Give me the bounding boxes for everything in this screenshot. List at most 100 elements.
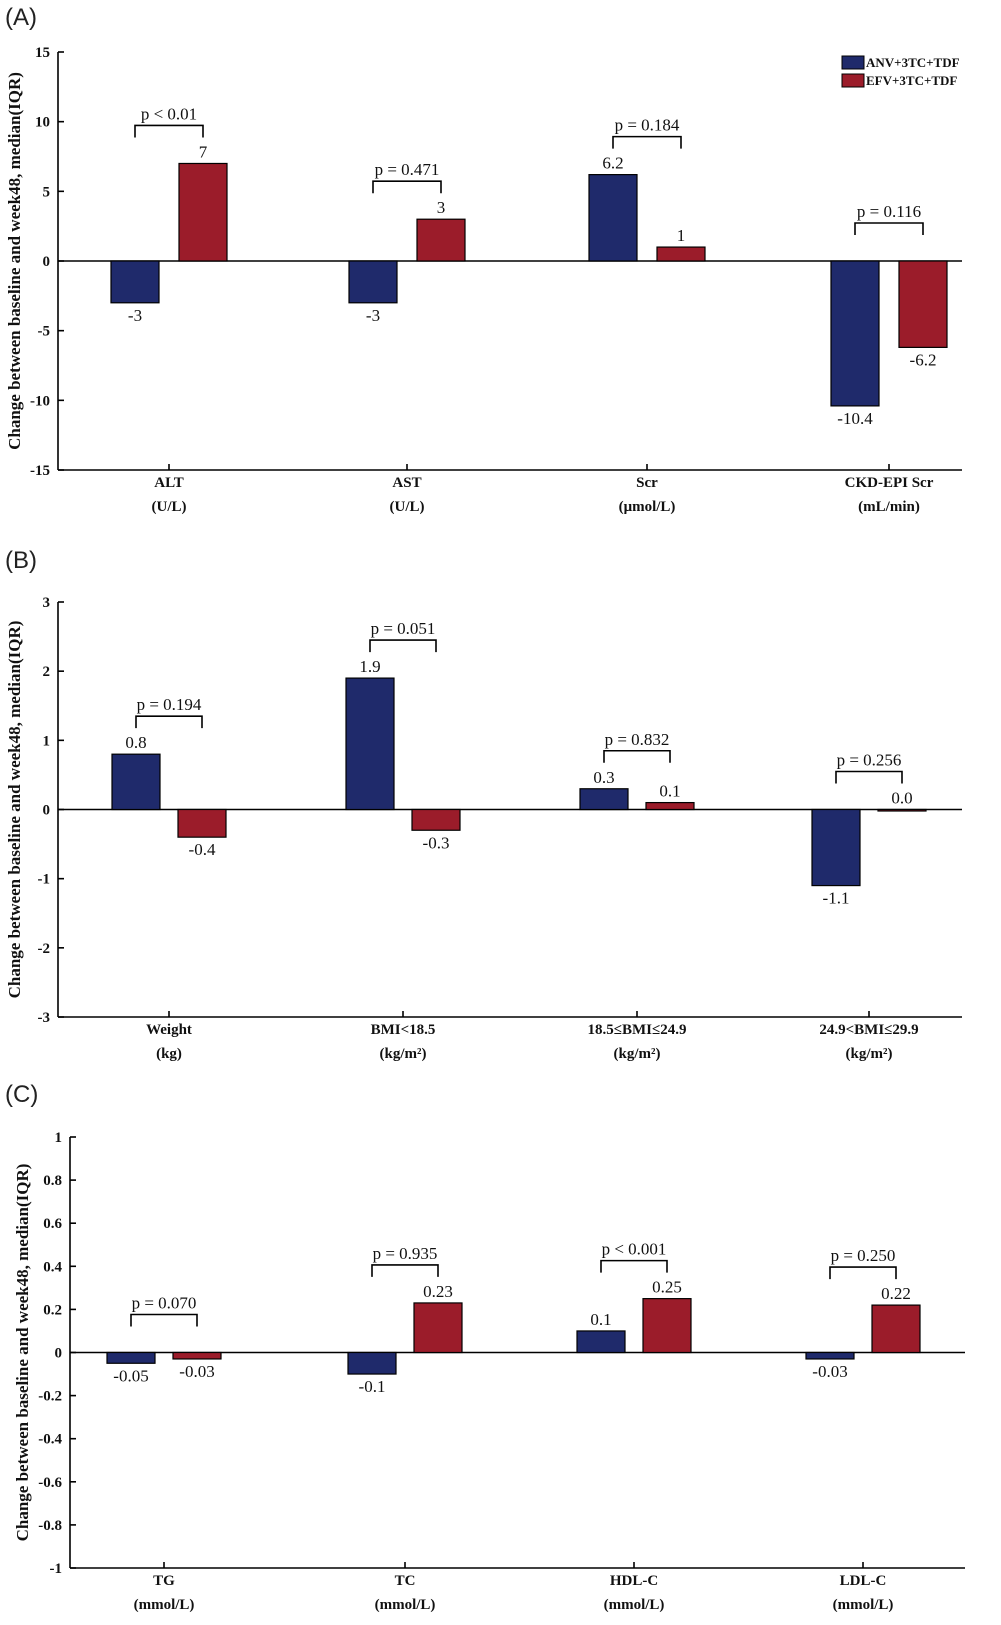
data-label: -0.3: [423, 833, 450, 852]
data-label: 7: [199, 142, 208, 161]
data-label: 0.3: [593, 768, 614, 787]
significance-bracket: [135, 715, 203, 729]
category-unit: (mmol/L): [604, 1597, 665, 1613]
bar: [588, 174, 638, 262]
data-label: -0.1: [359, 1377, 386, 1396]
y-tick-label: -0.6: [38, 1475, 62, 1491]
bar: [345, 677, 395, 811]
category-label: TC: [395, 1573, 416, 1589]
y-axis-label: Change between baseline and week48, medi…: [13, 1164, 32, 1542]
category-unit: (kg): [156, 1046, 182, 1062]
bar: [347, 1351, 397, 1375]
chart-panel-b: (B) 3 2 1 0 -1 -2 -3 Change between baseline and…: [5, 547, 962, 1062]
legend-swatch: [841, 73, 865, 88]
category-unit: (μmol/L): [619, 499, 676, 515]
bar: [576, 1330, 626, 1354]
y-tick-label: 0.4: [43, 1259, 62, 1275]
category-unit: (mL/min): [858, 499, 920, 515]
p-value-label: p = 0.184: [615, 116, 680, 135]
y-axis-label: Change between baseline and week48, medi…: [5, 621, 24, 999]
category-label: TG: [153, 1573, 175, 1589]
category-unit: (mmol/L): [375, 1597, 436, 1613]
bar: [106, 1351, 156, 1364]
significance-bracket: [130, 1313, 198, 1327]
bar: [110, 260, 160, 304]
category-unit: (kg/m²): [614, 1046, 661, 1062]
significance-bracket: [369, 639, 437, 653]
significance-bracket: [371, 1264, 439, 1277]
y-tick-label: 10: [35, 115, 50, 131]
data-label: -0.05: [113, 1366, 148, 1385]
data-label: -0.03: [179, 1362, 214, 1381]
category-unit: (mmol/L): [833, 1597, 894, 1613]
legend-label: ANV+3TC+TDF: [866, 55, 960, 70]
bar: [871, 1304, 921, 1354]
bar: [348, 260, 398, 304]
y-tick-label: 15: [35, 45, 50, 61]
data-label: 0.8: [125, 733, 146, 752]
y-axis-label: Change between baseline and week48, medi…: [5, 72, 24, 450]
y-tick-label: -0.8: [38, 1518, 62, 1534]
bar: [656, 246, 706, 262]
panel-label: (C): [5, 1081, 38, 1108]
p-value-label: p < 0.01: [141, 104, 197, 123]
y-tick-label: 0.2: [43, 1302, 62, 1318]
data-label: -0.03: [812, 1362, 847, 1381]
legend-swatch: [841, 55, 865, 70]
category-unit: (kg/m²): [380, 1046, 427, 1062]
y-tick-label: -3: [38, 1010, 51, 1026]
legend-label: EFV+3TC+TDF: [866, 73, 957, 88]
chart-panel-a: (A) 15 10 5 0 -5 -10 -15 Change between baseline…: [5, 4, 962, 515]
p-value-label: p < 0.001: [602, 1240, 667, 1259]
y-tick-label: -0.4: [38, 1432, 62, 1448]
y-tick-label: 0.8: [43, 1173, 62, 1189]
data-label: -3: [128, 306, 142, 325]
data-label: 0.23: [423, 1282, 453, 1301]
bar: [805, 1351, 855, 1360]
y-tick-label: -1: [50, 1561, 63, 1577]
data-label: 0.1: [659, 782, 680, 801]
significance-bracket: [829, 1266, 897, 1280]
category-label: ALT: [154, 475, 183, 491]
y-tick-label: 1: [55, 1130, 63, 1146]
y-tick-label: -10: [30, 393, 50, 409]
category-label: BMI<18.5: [371, 1022, 436, 1038]
y-tick-label: -1: [38, 872, 51, 888]
y-tick-label: -15: [30, 463, 50, 479]
p-value-label: p = 0.250: [831, 1246, 896, 1265]
category-label: 24.9<BMI≤29.9: [819, 1022, 918, 1038]
significance-bracket: [612, 135, 682, 149]
bar: [172, 1351, 222, 1360]
bar: [416, 218, 466, 262]
bar: [877, 808, 927, 812]
p-value-label: p = 0.832: [605, 730, 670, 749]
y-tick-label: -5: [38, 324, 51, 340]
significance-bracket: [134, 124, 204, 138]
legend: ANV+3TC+TDF EFV+3TC+TDF: [841, 55, 960, 88]
y-tick-label: 0: [43, 803, 51, 819]
category-label: LDL-C: [840, 1573, 887, 1589]
category-label: AST: [392, 475, 421, 491]
panel-label: (A): [5, 4, 37, 31]
y-tick-label: 5: [43, 184, 51, 200]
p-value-label: p = 0.194: [137, 695, 202, 714]
category-unit: (U/L): [152, 499, 187, 515]
data-label: 0.0: [891, 789, 912, 808]
significance-bracket: [372, 180, 442, 194]
data-label: -6.2: [910, 350, 937, 369]
bar: [898, 260, 948, 348]
category-label: CKD-EPI Scr: [845, 475, 934, 491]
bar: [111, 753, 161, 811]
category-unit: (kg/m²): [846, 1046, 893, 1062]
y-tick-label: -0.2: [38, 1389, 62, 1405]
data-label: 1.9: [359, 657, 380, 676]
p-value-label: p = 0.935: [373, 1244, 438, 1263]
category-unit: (U/L): [390, 499, 425, 515]
data-label: -3: [366, 306, 380, 325]
y-tick-label: 1: [43, 733, 51, 749]
significance-bracket: [603, 749, 671, 763]
p-value-label: p = 0.070: [132, 1294, 197, 1313]
y-tick-label: 0: [55, 1346, 63, 1362]
p-value-label: p = 0.471: [375, 160, 440, 179]
